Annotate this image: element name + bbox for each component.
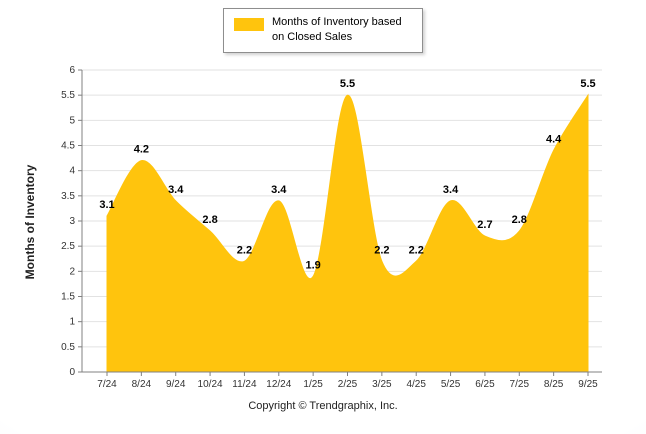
x-tick-label: 5/25 <box>441 379 461 390</box>
legend-swatch <box>234 18 264 31</box>
y-tick-label: 4.5 <box>61 141 75 152</box>
value-label: 4.4 <box>546 134 562 146</box>
y-tick-label: 5.5 <box>61 90 75 101</box>
x-tick-label: 3/25 <box>372 379 392 390</box>
legend: Months of Inventory based on Closed Sale… <box>223 8 423 53</box>
value-label: 2.2 <box>374 244 389 256</box>
y-tick-label: 4 <box>69 166 75 177</box>
x-tick-label: 9/24 <box>166 379 186 390</box>
value-label: 2.8 <box>512 214 527 226</box>
x-tick-label: 9/25 <box>578 379 598 390</box>
y-tick-label: 3.5 <box>61 191 75 202</box>
legend-label: Months of Inventory based on Closed Sale… <box>272 16 402 44</box>
y-tick-label: 3 <box>69 216 75 227</box>
x-tick-label: 7/24 <box>97 379 117 390</box>
x-tick-label: 12/24 <box>266 379 291 390</box>
value-label: 3.1 <box>99 199 114 211</box>
copyright: Copyright © Trendgraphix, Inc. <box>248 400 398 412</box>
x-tick-label: 6/25 <box>475 379 495 390</box>
area-series <box>106 93 589 373</box>
x-tick-label: 7/25 <box>510 379 530 390</box>
y-tick-label: 5 <box>69 115 75 126</box>
y-tick-label: 2.5 <box>61 241 75 252</box>
value-label: 1.9 <box>305 259 320 271</box>
x-tick-label: 2/25 <box>338 379 358 390</box>
value-label: 3.4 <box>271 184 287 196</box>
y-tick-label: 0 <box>69 367 75 378</box>
value-label: 3.4 <box>443 184 459 196</box>
y-tick-label: 0.5 <box>61 342 75 353</box>
y-tick-label: 6 <box>69 65 75 76</box>
value-label: 5.5 <box>580 78 595 90</box>
value-label: 5.5 <box>340 78 355 90</box>
x-tick-label: 8/24 <box>132 379 152 390</box>
y-tick-label: 1 <box>69 317 75 328</box>
y-tick-label: 2 <box>69 266 75 277</box>
value-label: 4.2 <box>134 144 149 156</box>
x-tick-label: 11/24 <box>232 379 257 390</box>
y-tick-label: 1.5 <box>61 292 75 303</box>
value-label: 2.2 <box>237 244 252 256</box>
value-label: 2.7 <box>477 219 492 231</box>
value-label: 2.8 <box>202 214 217 226</box>
value-label: 2.2 <box>409 244 424 256</box>
x-tick-label: 4/25 <box>406 379 426 390</box>
x-tick-label: 1/25 <box>303 379 323 390</box>
x-tick-label: 8/25 <box>544 379 564 390</box>
x-tick-label: 10/24 <box>198 379 223 390</box>
value-label: 3.4 <box>168 184 184 196</box>
